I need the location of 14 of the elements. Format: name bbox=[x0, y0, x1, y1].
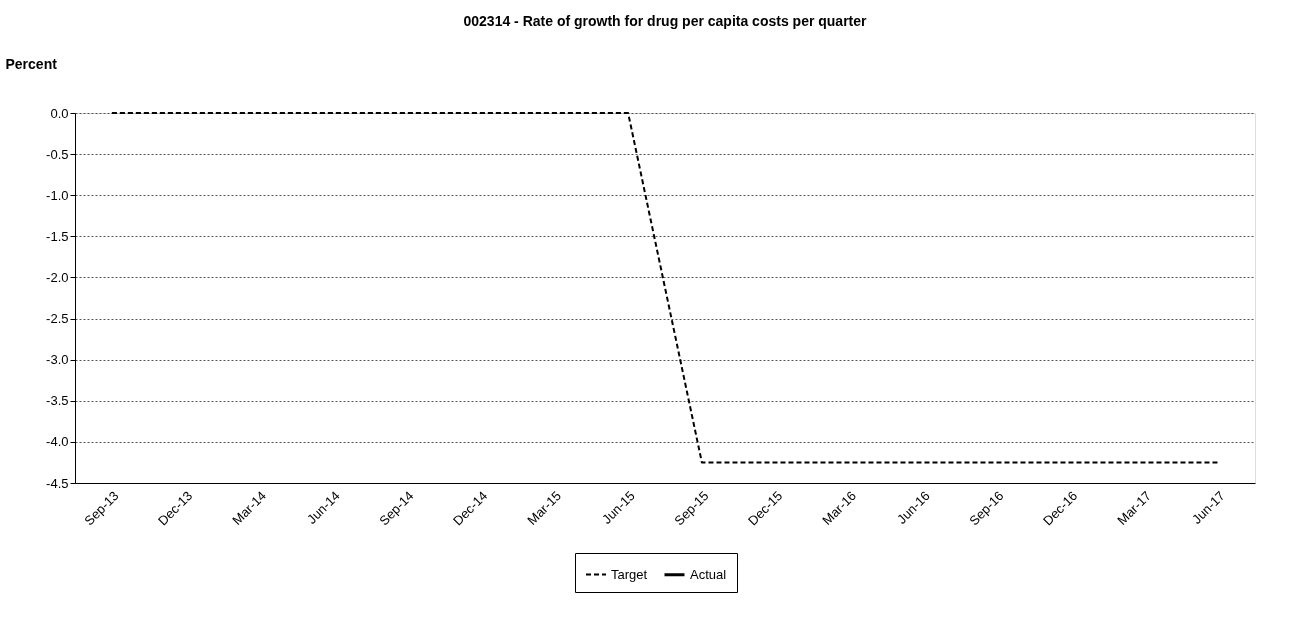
y-tick-label: 0.0 bbox=[50, 105, 69, 121]
y-tick-label: -0.5 bbox=[46, 146, 69, 162]
legend-label: Target bbox=[611, 566, 648, 582]
y-axis-title: Percent bbox=[5, 55, 58, 72]
y-tick-label: -1.0 bbox=[46, 187, 69, 203]
y-tick-label: -2.0 bbox=[46, 269, 69, 285]
y-tick-label: -3.0 bbox=[46, 352, 69, 368]
y-tick-label: -3.5 bbox=[46, 393, 69, 409]
y-tick-label: -2.5 bbox=[46, 311, 69, 327]
y-tick-label: -1.5 bbox=[46, 228, 69, 244]
chart-title: 002314 - Rate of growth for drug per capita costs per quarter bbox=[463, 13, 868, 29]
legend-label: Actual bbox=[690, 566, 727, 582]
y-tick-label: -4.0 bbox=[46, 434, 69, 450]
y-tick-label: -4.5 bbox=[46, 475, 69, 491]
